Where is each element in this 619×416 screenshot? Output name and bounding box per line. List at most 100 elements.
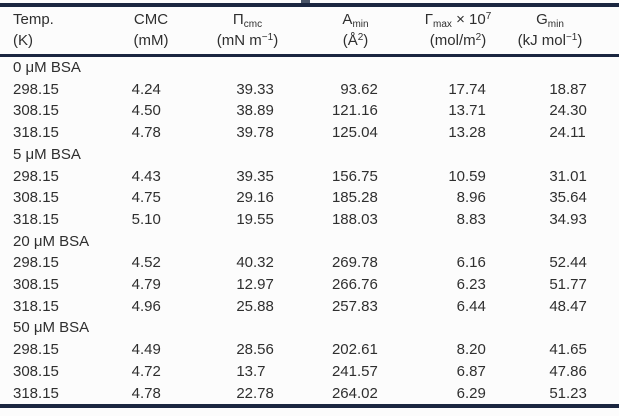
cell-g-min: 51.77: [549, 276, 587, 294]
cell-gamma-max: 6.44: [456, 297, 486, 315]
cell-pi-cmc: 22.78: [236, 384, 274, 402]
cell-temp: 308.15: [13, 362, 59, 380]
cell-a-min: 125.04: [331, 124, 378, 142]
table-row: 308.15 4.75 29.16 185.28 8.96 35.64: [0, 187, 619, 209]
cell-g-min: 34.93: [549, 210, 587, 228]
table-row: 298.15 4.49 28.56 202.61 8.20 41.65: [0, 339, 619, 361]
cell-cmc: 4.96: [131, 297, 161, 315]
cell-g-min: 51.23: [549, 384, 587, 402]
cell-gamma-max: 8.20: [456, 341, 486, 359]
cell-temp: 308.15: [13, 189, 59, 207]
cell-temp: 298.15: [13, 254, 59, 272]
col-header-g-min: Gmin (kJ mol−1): [517, 11, 583, 49]
table-row: 298.15 4.24 39.33 93.62 17.74 18.87: [0, 79, 619, 101]
col-header-a-min: Amin (Å2): [342, 11, 369, 49]
cell-a-min: 269.78: [331, 254, 378, 272]
section-row: 0 μM BSA: [0, 56, 619, 79]
cell-pi-cmc: 29.16: [236, 189, 274, 207]
cell-a-min: 257.83: [331, 297, 378, 315]
section-row: 50 μM BSA: [0, 317, 619, 339]
cell-cmc: 4.52: [131, 254, 161, 272]
cell-gamma-max: 13.28: [448, 124, 486, 142]
cell-pi-cmc: 28.56: [236, 341, 274, 359]
cell-cmc: 4.50: [131, 102, 161, 120]
cell-temp: 318.15: [13, 297, 59, 315]
cell-gamma-max: 6.23: [456, 276, 486, 294]
section-label: 0 μM BSA: [13, 59, 81, 76]
table-body: 0 μM BSA 298.15 4.24 39.33 93.62 17.74 18.87 30…: [0, 56, 619, 407]
cell-g-min: 35.64: [549, 189, 587, 207]
cell-cmc: 4.72: [131, 362, 161, 380]
cell-pi-cmc: 39.78: [236, 124, 274, 142]
cell-gamma-max: 17.74: [448, 80, 486, 98]
table-row: 308.15 4.79 12.97 266.76 6.23 51.77: [0, 274, 619, 296]
cell-pi-cmc: 13.7: [236, 362, 266, 380]
cell-a-min: 156.75: [331, 167, 378, 185]
table-row: 308.15 4.50 38.89 121.16 13.71 24.30: [0, 100, 619, 122]
thermodynamic-parameters-table: Temp. (K) CMC (mM) Πcmc (mN m−1) Amin (Å2) Γmax …: [0, 3, 619, 409]
cell-pi-cmc: 19.55: [236, 210, 274, 228]
cell-g-min: 18.87: [549, 80, 587, 98]
table-header: Temp. (K) CMC (mM) Πcmc (mN m−1) Amin (Å2) Γmax …: [0, 5, 619, 56]
cell-a-min: 266.76: [331, 276, 378, 294]
cell-pi-cmc: 25.88: [236, 297, 274, 315]
cell-cmc: 5.10: [131, 210, 161, 228]
cell-pi-cmc: 40.32: [236, 254, 274, 272]
cell-gamma-max: 13.71: [448, 102, 486, 120]
cell-a-min: 264.02: [331, 384, 378, 402]
cell-temp: 308.15: [13, 276, 59, 294]
cell-pi-cmc: 39.35: [236, 167, 274, 185]
cell-temp: 318.15: [13, 210, 59, 228]
cell-gamma-max: 10.59: [448, 167, 486, 185]
cell-pi-cmc: 39.33: [236, 80, 274, 98]
caption-remnant-mark: [301, 0, 310, 3]
cell-gamma-max: 6.29: [456, 384, 486, 402]
cell-gamma-max: 8.83: [456, 210, 486, 228]
col-header-cmc: CMC (mM): [133, 11, 169, 49]
col-header-pi-cmc: Πcmc (mN m−1): [216, 11, 279, 49]
cell-temp: 308.15: [13, 102, 59, 120]
cell-gamma-max: 6.16: [456, 254, 486, 272]
table-row: 298.15 4.43 39.35 156.75 10.59 31.01: [0, 166, 619, 188]
cell-g-min: 41.65: [549, 341, 587, 359]
cell-cmc: 4.43: [131, 167, 161, 185]
cell-a-min: 202.61: [331, 341, 378, 359]
cell-a-min: 241.57: [331, 362, 378, 380]
cell-g-min: 48.47: [549, 297, 587, 315]
cell-cmc: 4.79: [131, 276, 161, 294]
table-row: 318.15 4.96 25.88 257.83 6.44 48.47: [0, 296, 619, 318]
section-label: 50 μM BSA: [13, 319, 90, 337]
cell-a-min: 188.03: [331, 210, 378, 228]
cell-gamma-max: 8.96: [456, 189, 486, 207]
cell-temp: 298.15: [13, 167, 59, 185]
cell-g-min: 24.30: [549, 102, 587, 120]
cell-cmc: 4.78: [131, 124, 161, 142]
cell-cmc: 4.24: [131, 80, 161, 98]
cell-g-min: 24.11: [549, 124, 586, 142]
header-row: Temp. (K) CMC (mM) Πcmc (mN m−1) Amin (Å2) Γmax …: [0, 5, 619, 56]
table-row: 318.15 4.78 39.78 125.04 13.28 24.11: [0, 122, 619, 144]
cell-a-min: 121.16: [331, 102, 378, 120]
section-row: 20 μM BSA: [0, 231, 619, 253]
cell-temp: 318.15: [13, 124, 59, 142]
section-label: 5 μM BSA: [13, 145, 81, 163]
cell-g-min: 31.01: [549, 167, 587, 185]
cell-cmc: 4.78: [131, 384, 161, 402]
cell-cmc: 4.75: [131, 189, 161, 207]
cell-cmc: 4.49: [131, 341, 161, 359]
cell-pi-cmc: 38.89: [236, 102, 274, 120]
cell-gamma-max: 6.87: [456, 362, 486, 380]
table-row: 298.15 4.52 40.32 269.78 6.16 52.44: [0, 252, 619, 274]
col-header-gamma-max: Γmax × 107 (mol/m2): [424, 11, 492, 49]
cell-temp: 318.15: [13, 384, 59, 402]
cell-g-min: 47.86: [549, 362, 587, 380]
table-row: 308.15 4.72 13.7 241.57 6.87 47.86: [0, 361, 619, 383]
cell-a-min: 93.62: [340, 80, 378, 98]
cell-temp: 298.15: [13, 80, 59, 98]
cell-a-min: 185.28: [331, 189, 378, 207]
table-row: 318.15 4.78 22.78 264.02 6.29 51.23: [0, 383, 619, 407]
col-header-temp: Temp. (K): [13, 11, 54, 49]
cell-g-min: 52.44: [549, 254, 587, 272]
section-row: 5 μM BSA: [0, 144, 619, 166]
